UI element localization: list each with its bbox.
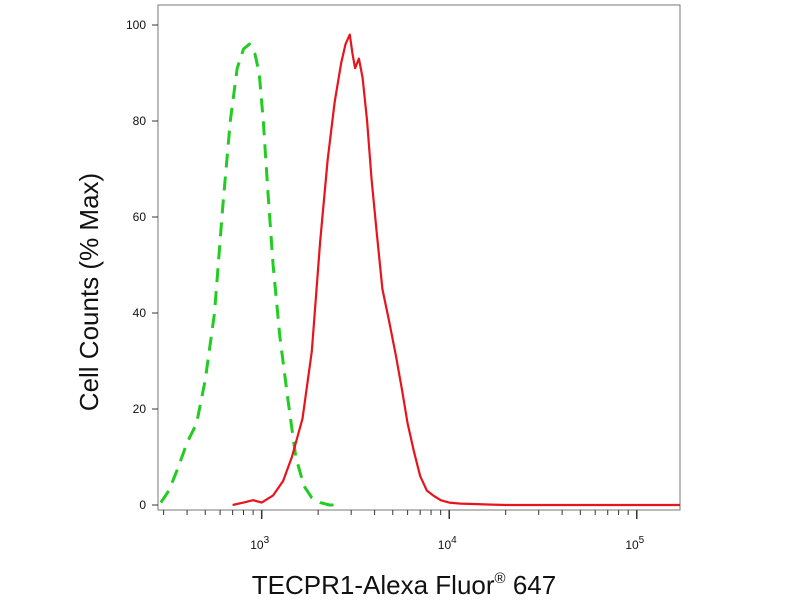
y-tick-label: 100 [126, 18, 146, 32]
y-tick-label: 80 [133, 114, 147, 128]
y-axis: 0 20 40 60 80 100 [126, 18, 158, 512]
x-axis-title: TECPR1-Alexa Fluor® 647 [252, 570, 556, 600]
y-axis-title: Cell Counts (% Max) [74, 173, 104, 411]
y-tick-label: 0 [139, 498, 146, 512]
x-tick-label: 103 [250, 535, 269, 552]
series-line-solid [232, 33, 680, 507]
x-tick-label: 104 [438, 535, 457, 552]
y-tick-label: 40 [133, 306, 147, 320]
y-tick-label: 20 [133, 402, 147, 416]
series-layer [159, 33, 680, 507]
x-axis-title-suffix: 647 [506, 570, 557, 600]
y-tick-label: 60 [133, 210, 147, 224]
x-axis: 103 104 105 [163, 510, 645, 552]
plot-frame [157, 4, 681, 511]
series-line-dashed [159, 42, 340, 507]
x-tick-label: 105 [625, 535, 644, 552]
x-axis-title-main: TECPR1-Alexa Fluor [252, 570, 495, 600]
x-axis-title-superscript: ® [495, 570, 506, 587]
